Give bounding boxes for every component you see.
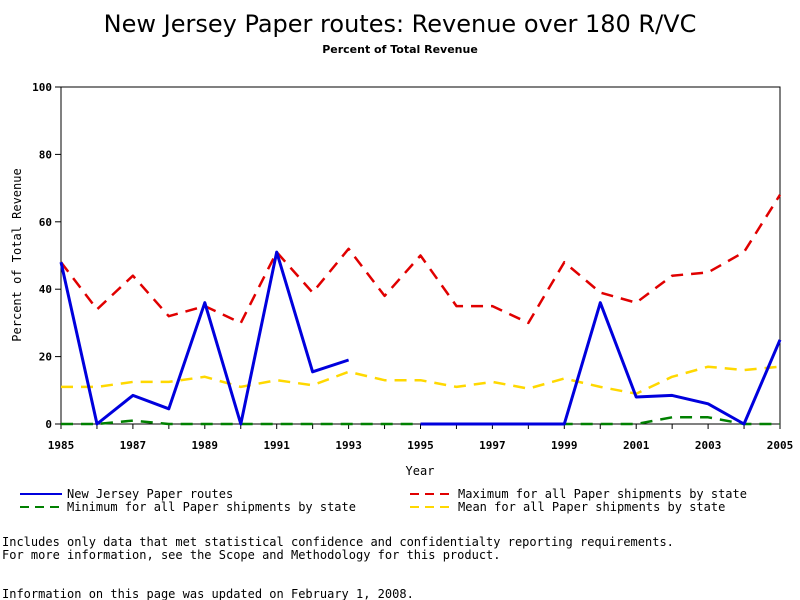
legend-label-max: Maximum for all Paper shipments by state	[458, 487, 747, 501]
series-line-3	[61, 365, 781, 395]
chart-title: New Jersey Paper routes: Revenue over 18…	[104, 10, 697, 38]
x-tick-label: 2001	[623, 439, 650, 452]
x-tick-label: 1987	[120, 439, 147, 452]
chart-subtitle: Percent of Total Revenue	[322, 43, 478, 56]
y-tick-label: 40	[39, 283, 52, 296]
x-tick-label: 1997	[479, 439, 506, 452]
legend-label-nj: New Jersey Paper routes	[67, 487, 233, 501]
series-line-0	[59, 250, 350, 426]
x-tick-label: 1999	[551, 439, 578, 452]
series-line-2	[61, 416, 780, 426]
note-confidentiality: Includes only data that met statistical …	[2, 535, 674, 549]
x-tick-label: 1995	[407, 439, 434, 452]
x-tick-label: 2005	[767, 439, 794, 452]
y-tick-label: 100	[32, 81, 52, 94]
note-updated: Information on this page was updated on …	[2, 587, 414, 600]
x-tick-label: 1993	[335, 439, 362, 452]
y-tick-label: 0	[45, 418, 52, 431]
legend-label-mean: Mean for all Paper shipments by state	[458, 500, 725, 514]
x-tick-label: 2003	[695, 439, 722, 452]
series-line-1	[60, 194, 782, 325]
x-tick-label: 1985	[48, 439, 75, 452]
x-tick-label: 1991	[263, 439, 290, 452]
legend-label-min: Minimum for all Paper shipments by state	[67, 500, 356, 514]
series-layer	[59, 194, 782, 426]
y-axis-label: Percent of Total Revenue	[10, 168, 24, 341]
note-methodology: For more information, see the Scope and …	[2, 548, 501, 562]
x-tick-label: 1989	[192, 439, 219, 452]
series-line-0	[420, 301, 782, 426]
y-tick-label: 80	[39, 148, 52, 161]
y-axis: 0 20 40 60 80 100	[32, 81, 61, 431]
x-axis-label: Year	[406, 464, 435, 478]
y-tick-label: 20	[39, 351, 52, 364]
legend: New Jersey Paper routes Minimum for all …	[20, 487, 747, 514]
x-axis: 1985 1987 1989 1991 1993 1995 1997 1999 2001 2003…	[48, 424, 794, 452]
y-tick-label: 60	[39, 216, 52, 229]
